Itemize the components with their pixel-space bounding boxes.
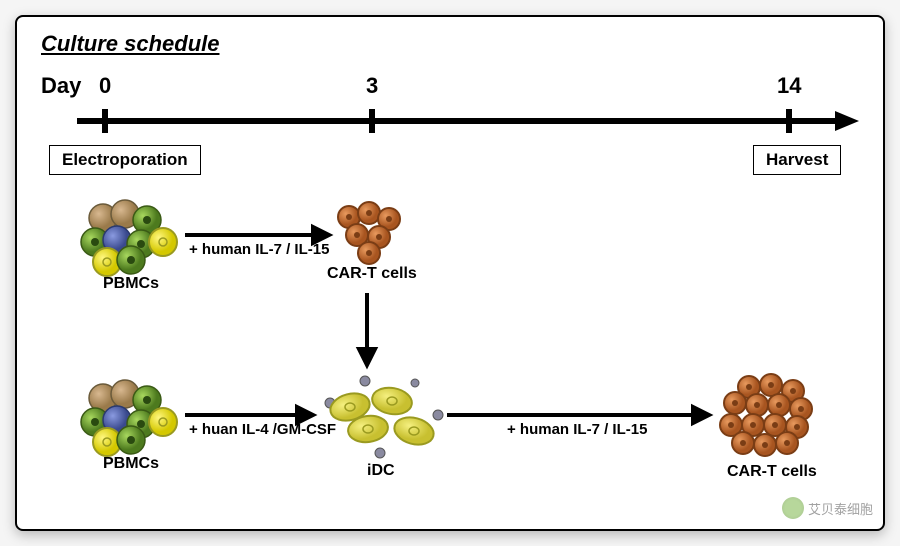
watermark-text: 艾贝泰细胞 bbox=[808, 499, 873, 518]
timeline-arrow bbox=[77, 109, 867, 149]
tick-3: 3 bbox=[366, 73, 378, 99]
cart2-label: CAR-T cells bbox=[727, 463, 817, 481]
day-label: Day bbox=[41, 73, 81, 99]
cart-cluster-1 bbox=[338, 202, 400, 264]
tick-14: 14 bbox=[777, 73, 801, 99]
pbmc1-label: PBMCs bbox=[103, 275, 159, 293]
watermark-logo-icon bbox=[782, 497, 804, 519]
watermark: 艾贝泰细胞 bbox=[782, 497, 873, 519]
arrow-label-2: + huan IL-4 /GM-CSF bbox=[189, 421, 336, 438]
idc-label: iDC bbox=[367, 462, 395, 480]
harvest-box: Harvest bbox=[753, 145, 841, 175]
arrow-label-3: + human IL-7 / IL-15 bbox=[507, 421, 647, 438]
electroporation-box: Electroporation bbox=[49, 145, 201, 175]
pbmc-cluster-1 bbox=[81, 200, 177, 276]
tick-0: 0 bbox=[99, 73, 111, 99]
cart1-label: CAR-T cells bbox=[327, 265, 417, 283]
idc-cluster bbox=[325, 376, 443, 458]
diagram-title: Culture schedule bbox=[41, 31, 219, 57]
arrow-label-0: + human IL-7 / IL-15 bbox=[189, 241, 329, 258]
diagram-frame: Culture schedule Day 0 3 14 Electroporat… bbox=[15, 15, 885, 531]
pbmc2-label: PBMCs bbox=[103, 455, 159, 473]
cart-cluster-2 bbox=[720, 374, 812, 456]
pbmc-cluster-2 bbox=[81, 380, 177, 456]
